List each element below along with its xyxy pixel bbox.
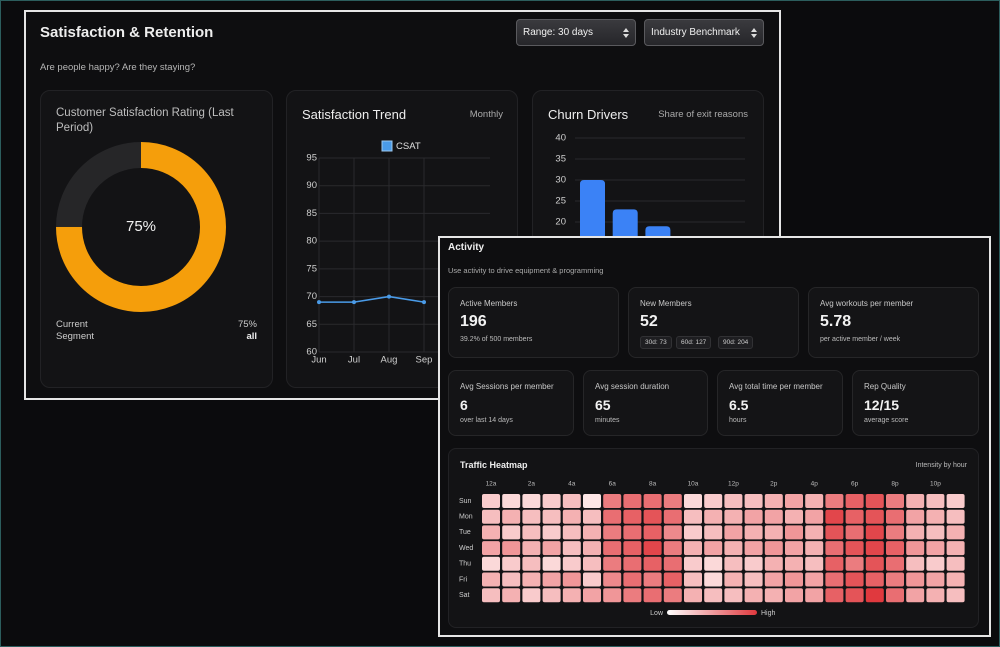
kpi-value: 6: [460, 397, 468, 413]
window-title: Activity: [448, 242, 485, 253]
detail-label: Current: [56, 319, 88, 330]
kpi-label: Rep Quality: [864, 382, 906, 391]
kpi-note: average score: [864, 417, 909, 424]
card-title: Satisfaction Trend: [302, 107, 407, 122]
kpi-label: New Members: [640, 299, 692, 308]
kpi-note: over last 14 days: [460, 417, 513, 424]
kpi-label: Avg session duration: [595, 382, 670, 391]
card-subtitle: Share of exit reasons: [658, 109, 748, 120]
kpi-value: 12/15: [864, 397, 900, 413]
card-title: Customer Satisfaction Rating (Last Perio…: [56, 107, 234, 134]
detail-label: Segment: [56, 331, 95, 342]
kpi-chip: 30d: 73: [640, 336, 672, 349]
kpi-card: [808, 287, 979, 358]
kpi-value: 65: [595, 397, 611, 413]
kpi-card: [583, 370, 708, 436]
kpi-value: 52: [640, 313, 658, 330]
kpi-card: [717, 370, 843, 436]
kpi-label: Avg Sessions per member: [460, 382, 554, 391]
window-title: Satisfaction & Retention: [40, 24, 214, 41]
kpi-value: 5.78: [820, 313, 852, 330]
kpi-note: 39.2% of 500 members: [460, 336, 533, 343]
benchmark-select[interactable]: Industry Benchmark: [644, 19, 764, 46]
card-title: Churn Drivers: [548, 107, 629, 122]
heatmap-card: [448, 448, 979, 628]
kpi-note: per active member / week: [820, 336, 901, 343]
kpi-note: minutes: [595, 417, 620, 424]
window-subtitle: Are people happy? Are they staying?: [40, 62, 196, 73]
kpi-label: Avg total time per member: [729, 382, 823, 391]
kpi-label: Active Members: [460, 299, 518, 308]
detail-value: all: [246, 331, 257, 342]
detail-value: 75%: [237, 319, 257, 330]
kpi-chip: 60d: 127: [676, 336, 712, 349]
kpi-chip: 90d: 204: [718, 336, 754, 349]
kpi-note: hours: [729, 417, 747, 424]
card-title: Traffic Heatmap: [460, 460, 528, 470]
window-subtitle: Use activity to drive equipment & progra…: [448, 266, 604, 275]
kpi-value: 196: [460, 313, 487, 330]
kpi-value: 6.5: [729, 397, 749, 413]
range-select[interactable]: Range: 30 days: [516, 19, 636, 46]
card-subtitle: Monthly: [469, 109, 503, 120]
kpi-label: Avg workouts per member: [820, 299, 914, 308]
kpi-card: [852, 370, 979, 436]
kpi-card: [448, 370, 574, 436]
card-subtitle: Intensity by hour: [915, 462, 967, 469]
